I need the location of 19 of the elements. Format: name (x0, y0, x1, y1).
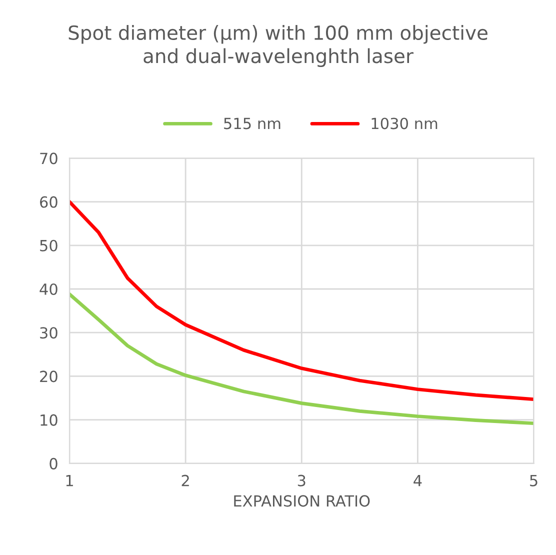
x-tick-label: 1 (66, 475, 73, 486)
line-series (70, 200, 534, 402)
y-tick-label: 60 (40, 196, 58, 208)
legend-label: 515 nm (224, 118, 280, 130)
y-tick-label: 30 (40, 327, 58, 339)
y-tick-label: 20 (40, 370, 58, 382)
y-tick-label: 40 (40, 283, 58, 296)
line-series (70, 292, 534, 426)
x-tick-label: 3 (298, 474, 306, 486)
x-axis-title: EXPANSION RATIO (234, 495, 370, 507)
y-tick-label: 70 (40, 152, 58, 164)
y-tick-label: 50 (40, 240, 58, 252)
x-tick-label: 5 (530, 475, 538, 486)
x-tick-label: 4 (414, 475, 422, 486)
chart-title: Spot diameter (µm) with 100 mm objective and dual-wavelenghth laser (68, 24, 488, 68)
x-tick-label: 2 (182, 474, 189, 486)
legend-label: 1030 nm (372, 118, 438, 130)
y-tick-label: 0 (50, 458, 58, 470)
y-tick-label: 10 (40, 414, 58, 426)
